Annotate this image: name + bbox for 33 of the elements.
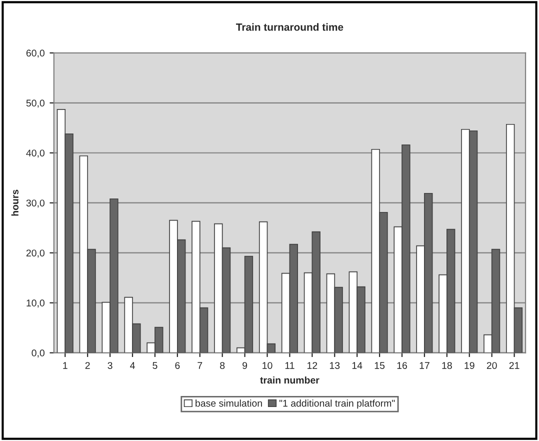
y-tick-label: 50,0	[26, 100, 44, 108]
x-tick-label: 11	[285, 362, 294, 369]
x-tick-label: 6	[175, 362, 180, 369]
x-tick-label: 4	[130, 362, 135, 369]
x-tick-label: 2	[85, 362, 90, 369]
x-tick-label: 18	[442, 362, 452, 369]
y-axis-title: hours	[11, 190, 18, 216]
x-axis-title: train number	[260, 376, 320, 384]
x-tick-label: 8	[220, 362, 225, 369]
x-tick-label: 12	[308, 362, 318, 369]
x-tick-label: 14	[352, 362, 362, 369]
y-tick-label: 60,0	[26, 50, 44, 58]
x-tick-label: 15	[374, 362, 385, 369]
legend-label: base simulation	[196, 400, 262, 407]
x-tick-label: 19	[464, 362, 474, 369]
chart-title: Train turnaround time	[236, 23, 344, 31]
y-tick-label: 0,0	[32, 350, 44, 358]
x-tick-label: 7	[198, 362, 202, 369]
x-tick-label: 3	[108, 362, 112, 369]
x-tick-label: 13	[330, 362, 340, 369]
y-tick-label: 30,0	[26, 200, 44, 208]
x-tick-label: 21	[509, 362, 520, 369]
y-tick-label: 10,0	[26, 300, 44, 308]
y-tick-label: 20,0	[26, 250, 44, 258]
x-tick-label: 1	[63, 362, 68, 369]
legend-label: "1 additional train platform"	[279, 400, 395, 409]
x-tick-label: 20	[486, 362, 497, 369]
x-tick-label: 17	[420, 362, 430, 369]
x-tick-label: 10	[262, 362, 272, 369]
x-tick-label: 9	[242, 362, 248, 369]
x-tick-label: 5	[152, 362, 158, 369]
x-tick-label: 16	[397, 362, 407, 369]
y-tick-label: 40,0	[26, 150, 44, 158]
